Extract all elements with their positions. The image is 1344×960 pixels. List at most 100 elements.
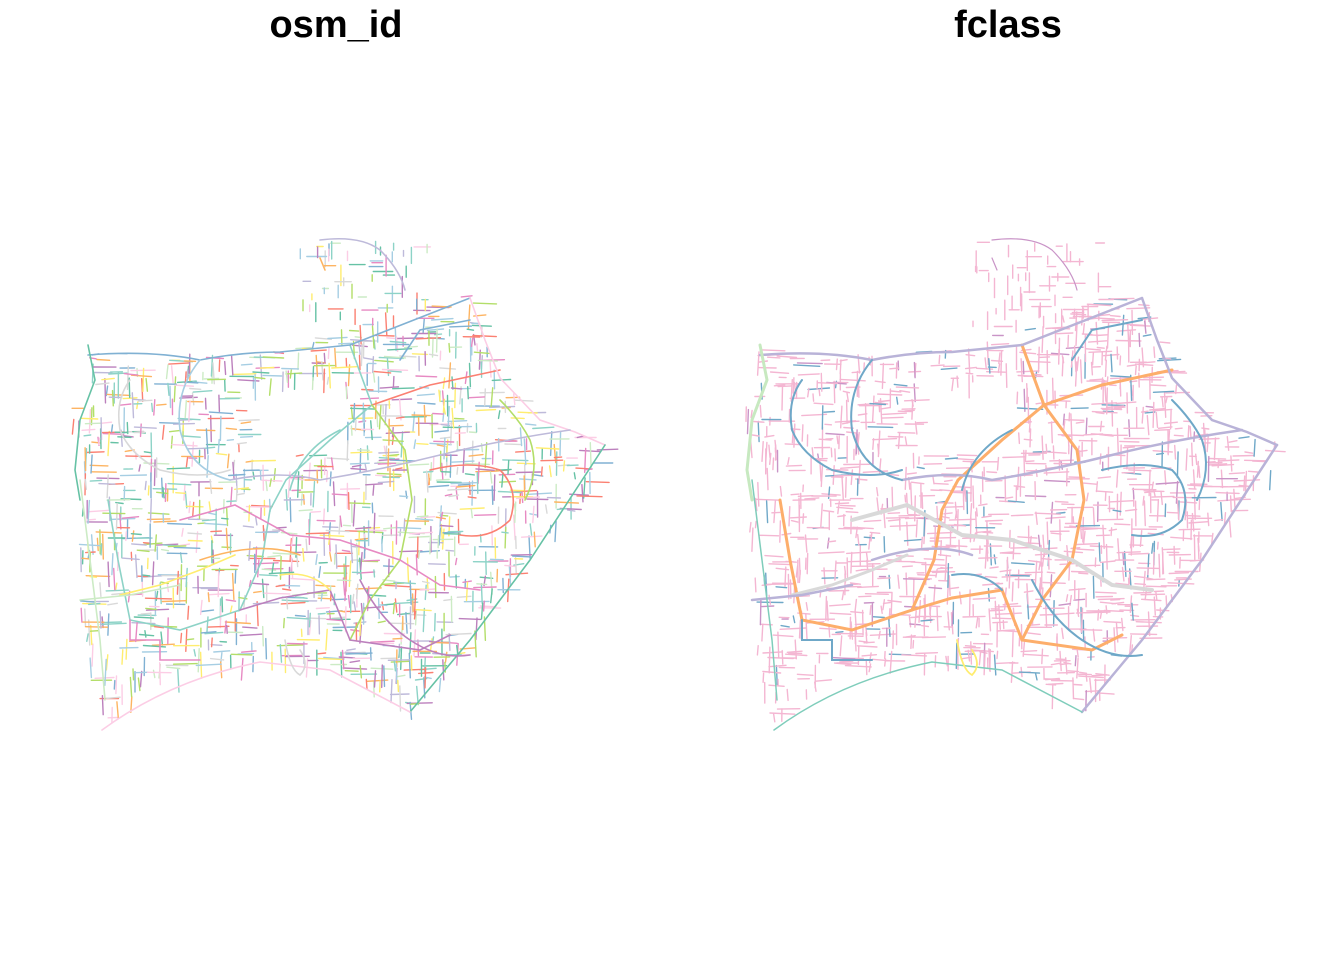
road-segment: [967, 348, 971, 375]
road-segment: [448, 633, 451, 652]
road-segment: [89, 575, 98, 578]
road-segment: [1128, 469, 1152, 472]
road-segment: [930, 364, 945, 367]
road-segment: [406, 702, 433, 705]
road-segment: [98, 482, 116, 485]
road-segment: [904, 436, 908, 446]
road-segment: [365, 483, 383, 486]
road-segment: [395, 674, 406, 678]
road-segment: [993, 654, 997, 676]
road-segment: [435, 328, 438, 353]
road-segment: [1238, 484, 1251, 488]
road-segment: [811, 447, 815, 459]
road-segment: [914, 421, 918, 435]
road-segment: [289, 538, 293, 563]
road-segment: [1104, 345, 1108, 361]
road-segment: [841, 590, 845, 601]
road-segment: [844, 476, 847, 498]
road-segment: [1201, 427, 1210, 430]
road-segment: [1128, 552, 1149, 555]
road-segment: [363, 559, 380, 562]
road-segment: [1156, 541, 1159, 550]
road-segment: [121, 649, 124, 665]
road-segment: [153, 399, 156, 416]
road-segment: [864, 403, 867, 430]
road-segment: [1142, 334, 1152, 337]
road-segment: [279, 644, 283, 663]
road-segment: [1088, 340, 1108, 343]
road-segment: [1092, 317, 1115, 320]
road-segment: [513, 393, 516, 406]
road-segment: [84, 626, 109, 628]
road-segment: [559, 430, 562, 456]
road-segment: [226, 500, 238, 503]
road-segment: [750, 409, 753, 419]
road-segment: [1152, 408, 1173, 412]
road-segment: [830, 447, 833, 458]
road-segment: [331, 616, 346, 619]
road-segment: [444, 461, 448, 476]
road-secondary: [900, 428, 1244, 482]
road-segment: [185, 567, 188, 588]
road-segment: [1075, 611, 1102, 614]
road-segment: [825, 432, 845, 436]
road-segment: [153, 459, 156, 487]
road-segment: [1027, 632, 1041, 636]
road-segment: [1011, 581, 1014, 602]
road-segment: [920, 536, 924, 551]
road-segment: [1082, 323, 1085, 335]
road-segment: [1059, 650, 1062, 672]
road-segment: [454, 382, 457, 409]
road-segment: [484, 442, 488, 469]
road-segment: [772, 634, 794, 638]
road-segment: [208, 501, 212, 513]
road-segment: [1207, 463, 1228, 466]
road-segment: [883, 536, 886, 553]
road-segment: [101, 695, 104, 716]
road-segment: [1135, 621, 1162, 624]
road-segment: [1098, 542, 1101, 562]
road-segment: [820, 463, 824, 488]
road-segment: [835, 631, 844, 634]
road-segment: [1010, 514, 1034, 517]
road-segment: [417, 402, 436, 405]
road-segment: [193, 649, 197, 657]
road-segment: [945, 544, 968, 548]
road-segment: [1102, 408, 1122, 411]
road-segment: [87, 619, 91, 646]
road-segment: [437, 511, 457, 515]
road-segment: [942, 505, 965, 508]
road-tertiary: [129, 619, 201, 661]
road-segment: [354, 419, 357, 432]
road-tertiary: [961, 429, 1013, 491]
road-segment: [887, 512, 901, 515]
road-segment: [395, 663, 398, 684]
road-segment: [395, 467, 403, 470]
road-segment: [310, 349, 327, 352]
road-segment: [984, 545, 988, 569]
road-segment: [416, 442, 429, 445]
road-segment: [188, 353, 191, 374]
road-segment: [786, 650, 803, 653]
road-segment: [548, 465, 552, 478]
road-segment: [821, 493, 841, 496]
road-segment: [428, 473, 431, 485]
road-segment: [988, 608, 992, 632]
road-tertiary: [499, 399, 535, 501]
road-segment: [1084, 348, 1102, 351]
road-segment: [416, 393, 435, 397]
road-segment: [389, 459, 416, 462]
road-segment: [177, 668, 180, 693]
road-tertiary: [399, 319, 471, 361]
road-segment: [845, 511, 859, 514]
road-segment: [1134, 363, 1154, 366]
road-segment: [818, 438, 832, 441]
road-segment: [89, 464, 109, 467]
road-segment: [185, 628, 188, 652]
road-segment: [250, 459, 276, 462]
road-segment: [834, 560, 837, 581]
road-tertiary: [429, 464, 515, 537]
road-footway: [319, 237, 406, 291]
road-segment: [854, 629, 857, 652]
road-segment: [421, 580, 430, 584]
